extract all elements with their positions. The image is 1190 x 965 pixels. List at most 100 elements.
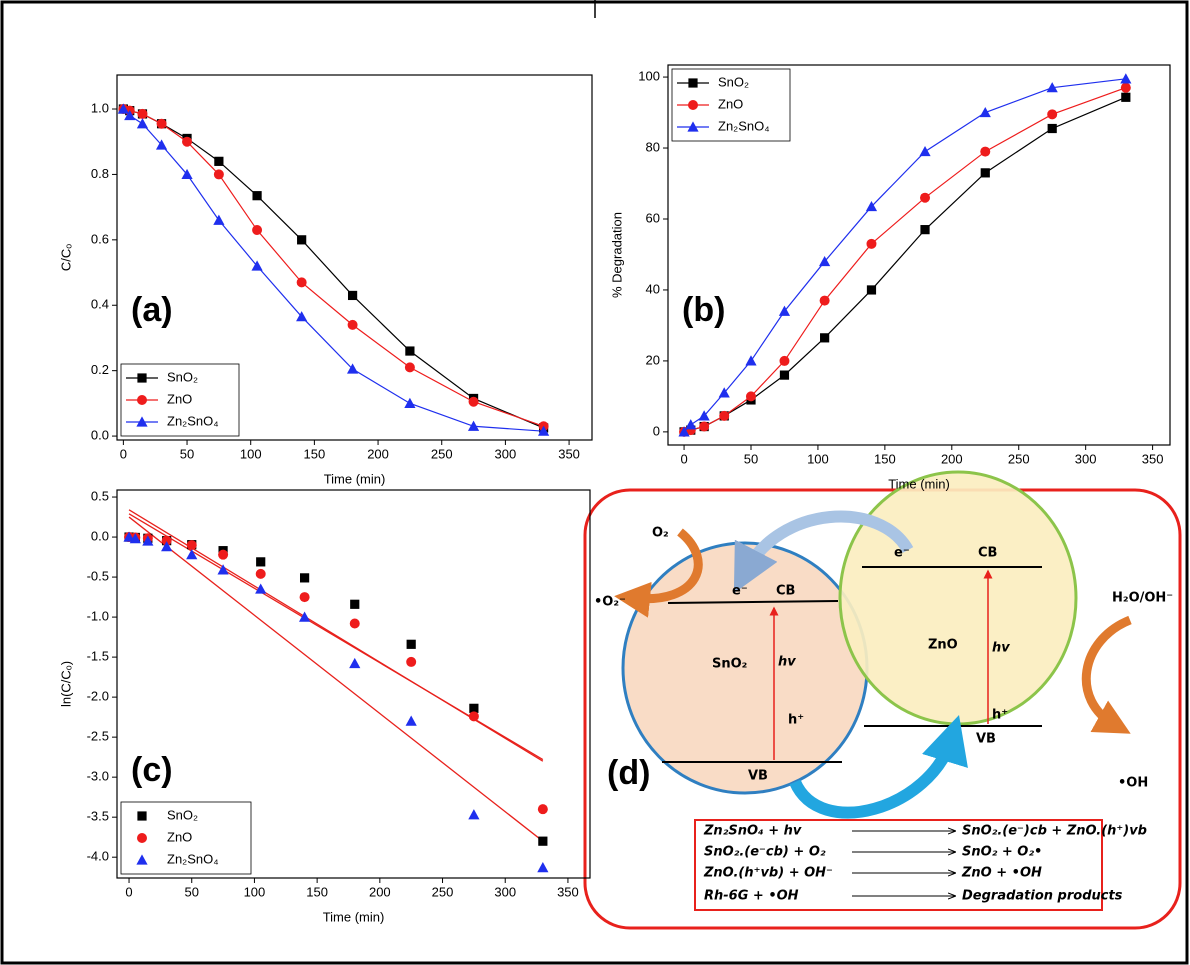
y-tick-label: -4.0	[87, 849, 109, 864]
x-tick-label: 200	[369, 884, 391, 899]
label: hv	[778, 655, 796, 670]
reaction-right: SnO₂ + O₂•	[962, 845, 1042, 860]
y-tick-label: 1.0	[91, 100, 109, 115]
x-tick-label: 100	[244, 884, 266, 899]
marker	[745, 391, 756, 402]
marker	[698, 410, 710, 421]
chart: 0 50 100 150 200 250 300 350 0.5 0.0 -0.5 -1.0 -1.5 -…	[58, 488, 591, 924]
y-tick-label: 0.8	[91, 166, 109, 181]
marker	[866, 238, 877, 249]
marker	[1120, 73, 1132, 84]
marker	[468, 711, 479, 722]
marker	[155, 139, 168, 150]
marker	[979, 106, 991, 118]
x-tick-label: 350	[558, 446, 580, 461]
marker	[468, 809, 480, 820]
marker	[404, 362, 415, 373]
y-tick-label: 60	[646, 210, 660, 225]
marker	[678, 426, 690, 437]
marker	[296, 277, 307, 288]
marker	[1047, 109, 1058, 120]
reaction-left: Rh-6G + •OH	[704, 889, 799, 904]
label: O₂	[652, 526, 669, 541]
marker	[161, 535, 172, 546]
x-tick-label: 150	[304, 446, 326, 461]
y-tick-label: -1.0	[87, 609, 109, 624]
marker	[256, 557, 266, 567]
x-tick-label: 150	[306, 884, 328, 899]
label: e⁻	[732, 584, 748, 599]
reaction-left: ZnO.(h⁺vb) + OH⁻	[703, 866, 833, 881]
marker	[1046, 82, 1058, 93]
reaction-right: Degradation products	[962, 889, 1123, 904]
x-tick-label: 250	[432, 884, 454, 899]
marker	[699, 421, 710, 432]
marker	[347, 290, 358, 301]
marker	[685, 419, 697, 430]
label: ZnO	[928, 638, 958, 653]
panel-label: (c)	[131, 751, 173, 789]
reaction-left: Zn₂SnO₄ + hv	[703, 824, 802, 839]
y-tick-label: -0.5	[87, 569, 109, 584]
reaction-box	[694, 819, 1103, 911]
marker	[298, 611, 311, 622]
marker	[1120, 82, 1131, 93]
marker	[405, 346, 415, 356]
y-tick-label: 0.6	[91, 231, 109, 246]
x-tick-label: 350	[557, 884, 579, 899]
marker	[980, 168, 990, 178]
plot-frame	[667, 64, 1171, 446]
marker	[214, 156, 224, 166]
marker	[919, 145, 931, 157]
marker	[779, 370, 790, 380]
x-tick-label: 250	[431, 446, 453, 461]
legend-marker	[136, 854, 148, 865]
marker	[404, 397, 416, 408]
marker	[297, 235, 307, 245]
marker	[252, 225, 263, 236]
y-tick-label: 0.0	[91, 428, 109, 443]
marker	[819, 255, 831, 267]
legend-label: SnO₂	[167, 807, 198, 822]
marker	[537, 861, 549, 873]
marker	[137, 108, 148, 119]
marker	[299, 592, 310, 603]
x-tick-label: 100	[240, 446, 262, 461]
marker	[718, 387, 730, 398]
marker	[255, 568, 266, 579]
marker	[213, 169, 224, 180]
marker	[252, 191, 262, 201]
panel-label: (b)	[682, 291, 725, 329]
x-tick-label: 100	[807, 451, 829, 466]
marker	[129, 533, 141, 544]
reaction-left: SnO₂.(e⁻cb) + O₂	[704, 845, 826, 860]
fit-line	[128, 516, 544, 842]
reduction-arrow	[614, 528, 703, 618]
y-axis-title: C/Cₒ	[58, 244, 73, 271]
chart: 0 50 100 150 200 250 300 350 0 20 40 60 80 100 Time (m…	[609, 64, 1171, 491]
marker	[469, 703, 479, 713]
marker	[349, 618, 360, 629]
y-tick-label: 0.2	[91, 362, 109, 377]
y-tick-label: 100	[638, 69, 660, 84]
marker	[920, 225, 930, 235]
legend-marker	[137, 811, 147, 821]
x-tick-label: 150	[874, 451, 896, 466]
chart: 0 50 100 150 200 250 300 350 0.0 0.2 0.4 0.6 0.8 1.0 T…	[58, 74, 593, 486]
marker	[349, 657, 361, 669]
x-tick-label: 200	[941, 451, 963, 466]
y-tick-label: 0.5	[91, 488, 109, 503]
x-axis-title: Time (min)	[323, 909, 385, 924]
x-tick-label: 300	[494, 884, 516, 899]
marker	[347, 319, 358, 330]
label: H₂O/OH⁻	[1112, 591, 1173, 606]
x-axis-title: Time (min)	[888, 476, 950, 491]
zno-particle	[838, 470, 1078, 726]
x-tick-label: 300	[495, 446, 517, 461]
label: VB	[976, 732, 996, 747]
x-tick-label: 0	[125, 884, 132, 899]
x-tick-label: 50	[185, 884, 199, 899]
marker	[186, 540, 197, 551]
marker	[182, 136, 193, 147]
marker	[124, 109, 136, 121]
